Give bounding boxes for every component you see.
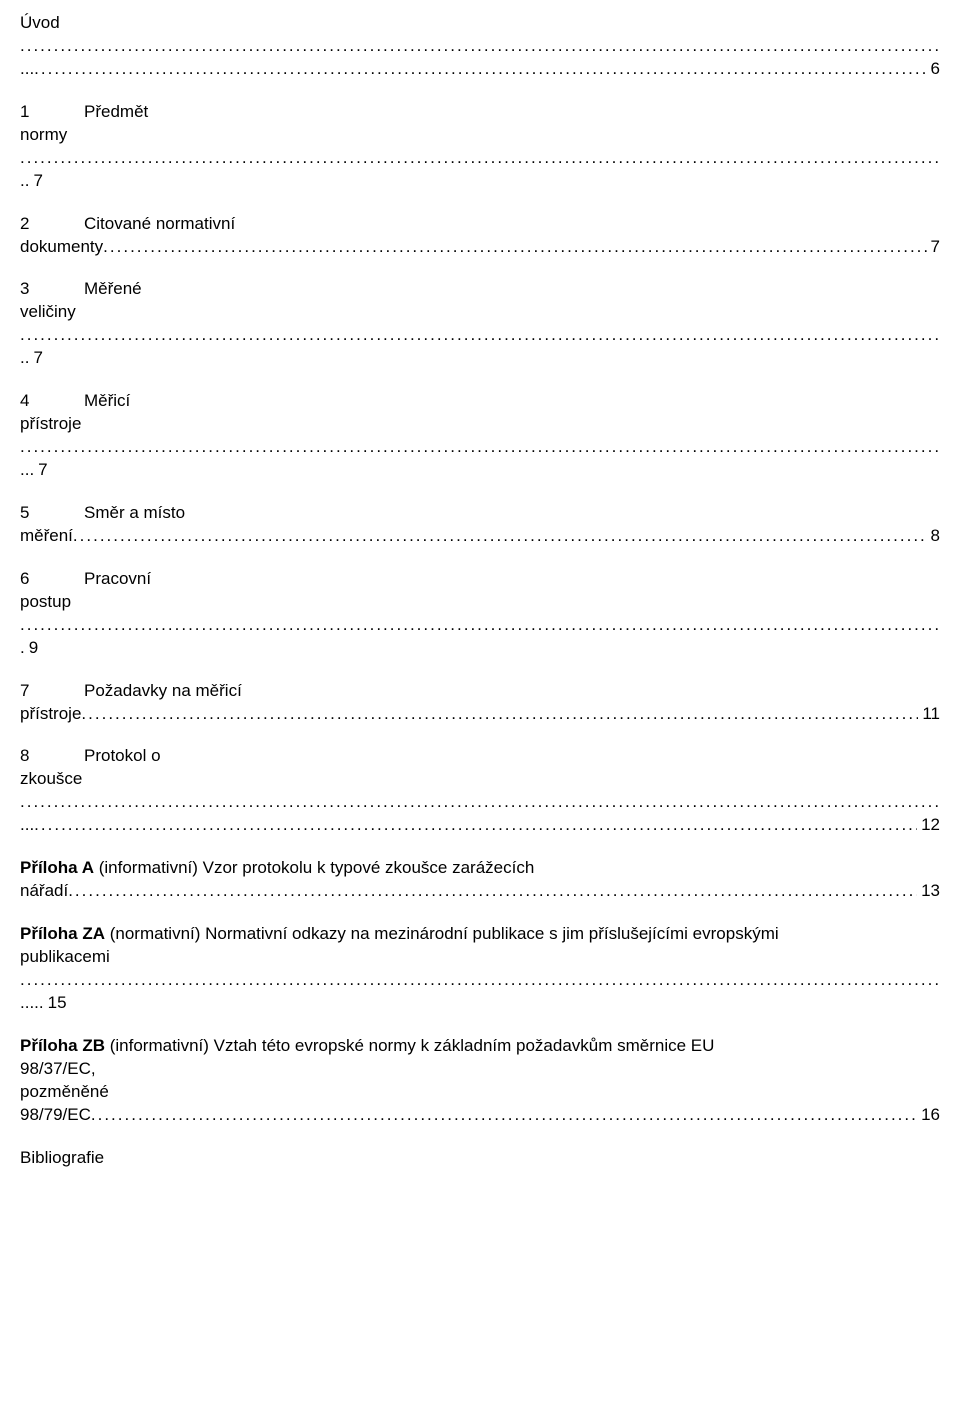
- toc-label-cont: normy: [20, 125, 67, 144]
- toc-label: Požadavky na měřicí: [84, 681, 242, 700]
- toc-leader: ........................................…: [73, 525, 927, 548]
- toc-entry: 1 Předmět normy .........................…: [20, 101, 940, 193]
- toc-leader: ........................................…: [34, 814, 917, 837]
- annex-title-cont: nářadí: [20, 880, 68, 903]
- toc-leader-prefix: ..: [20, 347, 29, 370]
- toc-label: Úvod: [20, 13, 60, 32]
- toc-leader: ........................................…: [20, 791, 940, 814]
- toc-leader-prefix: ...: [20, 58, 34, 81]
- toc-leader-prefix: ..: [20, 170, 29, 193]
- annex-label: Příloha A: [20, 858, 94, 877]
- toc-label: Směr a místo: [84, 503, 185, 522]
- toc-number: 7: [20, 680, 38, 703]
- toc-page: 6: [927, 58, 940, 81]
- toc-number: 5: [20, 502, 38, 525]
- toc-leader: ........................................…: [20, 35, 940, 58]
- toc-label-cont: měření: [20, 525, 73, 548]
- toc-entry: 3 Měřené veličiny .......................…: [20, 278, 940, 370]
- toc-page: 11: [918, 703, 940, 726]
- toc-leader-prefix: .....: [20, 992, 44, 1015]
- toc-leader: ........................................…: [81, 703, 918, 726]
- toc-label-cont: veličiny: [20, 302, 76, 321]
- annex-title-cont: 98/37/EC,: [20, 1059, 96, 1078]
- annex-label: Příloha ZA: [20, 924, 105, 943]
- toc-entry: 5 Směr a místo měření ...................…: [20, 502, 940, 548]
- toc-number: 6: [20, 568, 38, 591]
- toc-page: 15: [44, 992, 67, 1015]
- toc-leader: ........................................…: [20, 969, 940, 992]
- toc-entry: Úvod ...................................…: [20, 12, 940, 81]
- toc-leader: ........................................…: [68, 880, 917, 903]
- toc-label: Pracovní: [84, 569, 151, 588]
- annex-title: (normativní) Normativní odkazy na meziná…: [105, 924, 779, 943]
- toc-entry: 4 Měřicí přístroje ......................…: [20, 390, 940, 482]
- toc-entry: 2 Citované normativní dokumenty .........…: [20, 213, 940, 259]
- toc-leader: ........................................…: [20, 614, 940, 637]
- toc-page: 8: [927, 525, 940, 548]
- toc-entry: 8 Protokol o zkoušce ....................…: [20, 745, 940, 837]
- toc-label-cont: přístroje: [20, 414, 81, 433]
- toc-leader-prefix: ...: [20, 459, 34, 482]
- toc-bibliography: Bibliografie: [20, 1147, 940, 1170]
- toc-label-cont: dokumenty: [20, 236, 103, 259]
- toc-page: 12: [917, 814, 940, 837]
- toc-page: 9: [25, 637, 38, 660]
- annex-title-cont: 98/79/EC: [20, 1104, 91, 1127]
- annex-title: (informativní) Vzor protokolu k typové z…: [94, 858, 534, 877]
- toc-annex-a: Příloha A (informativní) Vzor protokolu …: [20, 857, 940, 903]
- toc-leader: ........................................…: [20, 436, 940, 459]
- toc-leader: ........................................…: [34, 58, 926, 81]
- table-of-contents: Úvod ...................................…: [20, 12, 940, 1170]
- annex-label: Příloha ZB: [20, 1036, 105, 1055]
- toc-page: 16: [917, 1104, 940, 1127]
- toc-annex-za: Příloha ZA (normativní) Normativní odkaz…: [20, 923, 940, 1015]
- toc-number: 3: [20, 278, 38, 301]
- toc-number: 8: [20, 745, 38, 768]
- toc-page: 13: [917, 880, 940, 903]
- toc-page: 7: [34, 459, 47, 482]
- toc-page: 7: [29, 170, 42, 193]
- toc-number: 1: [20, 101, 38, 124]
- toc-label: Předmět: [84, 102, 148, 121]
- toc-leader: ........................................…: [103, 236, 926, 259]
- toc-page: 7: [927, 236, 940, 259]
- toc-leader: ........................................…: [91, 1104, 917, 1127]
- toc-entry: 6 Pracovní postup .......................…: [20, 568, 940, 660]
- toc-label: Bibliografie: [20, 1148, 104, 1167]
- toc-number: 2: [20, 213, 38, 236]
- toc-label-cont: přístroje: [20, 703, 81, 726]
- toc-leader: ........................................…: [20, 324, 940, 347]
- annex-title-cont: publikacemi: [20, 947, 110, 966]
- toc-leader-prefix: ...: [20, 814, 34, 837]
- toc-label: Citované normativní: [84, 214, 235, 233]
- toc-entry: 7 Požadavky na měřicí přístroje .........…: [20, 680, 940, 726]
- toc-label-cont: postup: [20, 592, 71, 611]
- toc-label: Měřené: [84, 279, 142, 298]
- toc-label: Protokol o: [84, 746, 161, 765]
- toc-label: Měřicí: [84, 391, 130, 410]
- toc-number: 4: [20, 390, 38, 413]
- annex-title: (informativní) Vztah této evropské normy…: [105, 1036, 714, 1055]
- toc-page: 7: [29, 347, 42, 370]
- annex-title-cont: pozměněné: [20, 1082, 109, 1101]
- toc-label-cont: zkoušce: [20, 769, 82, 788]
- toc-leader: ........................................…: [20, 147, 940, 170]
- toc-annex-zb: Příloha ZB (informativní) Vztah této evr…: [20, 1035, 940, 1127]
